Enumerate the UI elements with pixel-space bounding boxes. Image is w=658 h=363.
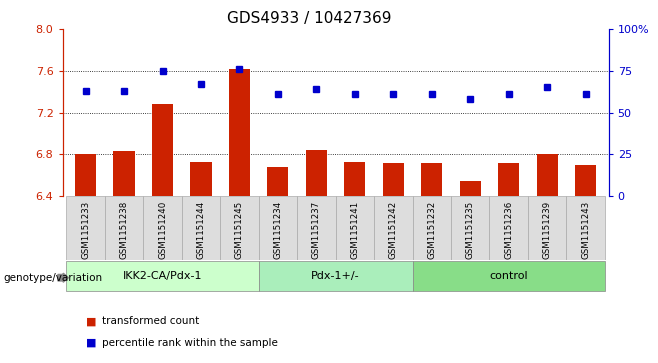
Bar <box>536 154 558 196</box>
Text: genotype/variation: genotype/variation <box>3 273 103 283</box>
Text: GSM1151243: GSM1151243 <box>581 201 590 259</box>
Bar <box>152 104 173 196</box>
Bar <box>460 182 481 196</box>
Text: Pdx-1+/-: Pdx-1+/- <box>311 271 360 281</box>
FancyBboxPatch shape <box>220 196 259 260</box>
Text: GSM1151234: GSM1151234 <box>273 201 282 259</box>
FancyBboxPatch shape <box>336 196 374 260</box>
FancyBboxPatch shape <box>297 196 336 260</box>
Text: GSM1151239: GSM1151239 <box>543 201 551 259</box>
Bar <box>75 154 96 196</box>
Bar <box>267 167 288 196</box>
Text: percentile rank within the sample: percentile rank within the sample <box>102 338 278 348</box>
FancyBboxPatch shape <box>567 196 605 260</box>
Bar <box>190 162 211 196</box>
Bar <box>229 69 250 196</box>
Bar <box>498 163 519 196</box>
Bar <box>383 163 404 196</box>
FancyBboxPatch shape <box>105 196 143 260</box>
Text: GSM1151241: GSM1151241 <box>350 201 359 259</box>
Bar <box>113 151 135 196</box>
Text: IKK2-CA/Pdx-1: IKK2-CA/Pdx-1 <box>123 271 202 281</box>
FancyBboxPatch shape <box>490 196 528 260</box>
Text: GSM1151238: GSM1151238 <box>120 201 128 259</box>
Text: GSM1151245: GSM1151245 <box>235 201 244 259</box>
FancyBboxPatch shape <box>413 196 451 260</box>
Text: GSM1151244: GSM1151244 <box>197 201 205 259</box>
FancyBboxPatch shape <box>66 196 105 260</box>
Text: control: control <box>490 271 528 281</box>
FancyBboxPatch shape <box>413 261 605 290</box>
Text: transformed count: transformed count <box>102 316 199 326</box>
FancyBboxPatch shape <box>259 261 413 290</box>
FancyBboxPatch shape <box>451 196 490 260</box>
FancyBboxPatch shape <box>66 261 259 290</box>
Text: GSM1151242: GSM1151242 <box>389 201 398 259</box>
Bar <box>421 163 442 196</box>
Text: GDS4933 / 10427369: GDS4933 / 10427369 <box>227 11 392 26</box>
Text: GSM1151237: GSM1151237 <box>312 201 321 259</box>
Text: GSM1151236: GSM1151236 <box>504 201 513 259</box>
Text: GSM1151240: GSM1151240 <box>158 201 167 259</box>
Text: GSM1151232: GSM1151232 <box>427 201 436 259</box>
Bar <box>344 162 365 196</box>
Text: GSM1151233: GSM1151233 <box>81 201 90 259</box>
FancyBboxPatch shape <box>374 196 413 260</box>
Text: GSM1151235: GSM1151235 <box>466 201 474 259</box>
FancyBboxPatch shape <box>528 196 567 260</box>
Bar <box>575 165 596 196</box>
FancyBboxPatch shape <box>182 196 220 260</box>
Text: ■: ■ <box>86 316 96 326</box>
FancyBboxPatch shape <box>143 196 182 260</box>
Text: ■: ■ <box>86 338 96 348</box>
FancyBboxPatch shape <box>259 196 297 260</box>
Bar <box>306 150 327 196</box>
